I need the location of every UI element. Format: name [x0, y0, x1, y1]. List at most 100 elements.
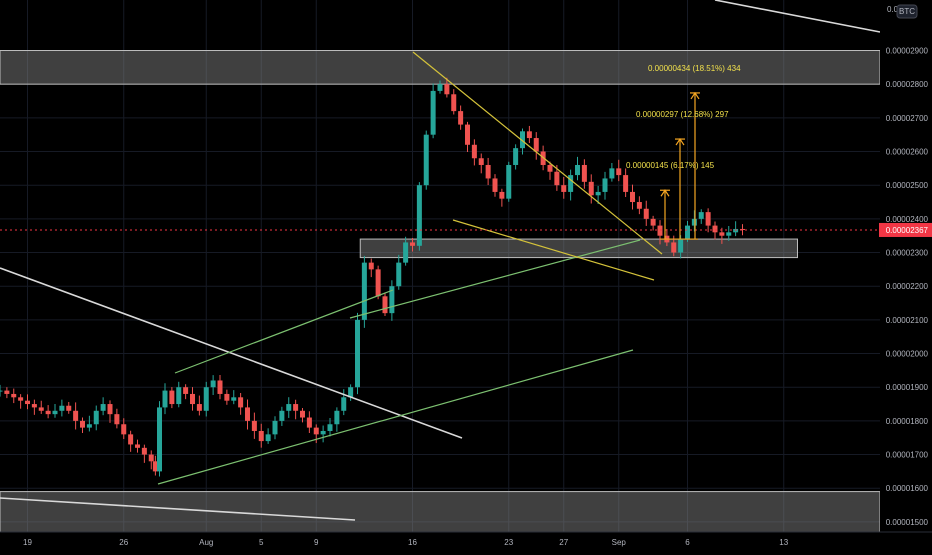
- candle-body: [25, 400, 30, 405]
- candle-body: [38, 407, 44, 411]
- y-tick-label: 0.00002200: [886, 282, 929, 291]
- candle-body: [348, 387, 354, 398]
- candle-body: [31, 404, 37, 408]
- candle-body: [630, 191, 635, 203]
- candle-body: [465, 124, 470, 145]
- candle-body: [492, 178, 498, 192]
- candle-body: [313, 427, 319, 435]
- y-tick-label: 0.00002900: [886, 47, 929, 56]
- candle-body: [705, 212, 711, 226]
- candle-body: [141, 447, 147, 455]
- channel-mid-line: [349, 239, 641, 319]
- candle-body: [4, 390, 10, 394]
- candle-body: [485, 164, 491, 179]
- candle-body: [66, 405, 72, 411]
- candle-body: [575, 164, 580, 176]
- candle-body: [190, 393, 195, 405]
- candle-body: [148, 454, 154, 462]
- channel-upper-line: [174, 289, 394, 374]
- target-label: 0.00000297 (12.68%) 297: [636, 110, 729, 119]
- y-tick-label: 0.00002800: [886, 80, 929, 89]
- candle-body: [86, 424, 92, 428]
- candle-body: [361, 262, 367, 320]
- x-tick-label: 23: [504, 538, 513, 547]
- candle-body: [478, 158, 484, 165]
- candle-body: [568, 175, 574, 192]
- candle-body: [643, 208, 649, 219]
- candle-body: [300, 410, 305, 418]
- candle-body: [430, 90, 436, 135]
- y-tick-label: 0.00002300: [886, 249, 929, 258]
- current-price-label: 0.00002367: [886, 226, 929, 235]
- candle-body: [382, 296, 388, 314]
- candle-body: [368, 262, 374, 270]
- candle-body: [602, 178, 608, 192]
- candle-body: [437, 84, 443, 91]
- candle-body: [691, 218, 697, 226]
- candle-body: [451, 94, 457, 112]
- candle-body: [650, 218, 656, 226]
- y-tick-label: 0.00002700: [886, 114, 929, 123]
- y-axis-panel: [880, 0, 932, 550]
- candle-body: [52, 410, 58, 415]
- channel-lower-line: [157, 349, 634, 485]
- candle-body: [533, 138, 539, 152]
- candle-body: [231, 397, 237, 401]
- candle-body: [499, 191, 505, 199]
- candle-body: [719, 232, 725, 236]
- candle-body: [152, 461, 158, 472]
- candle-body: [685, 225, 690, 240]
- candle-body: [334, 410, 340, 425]
- x-tick-label: Sep: [612, 538, 627, 547]
- candle-body: [107, 404, 113, 415]
- candle-body: [327, 424, 333, 431]
- candle-body: [355, 319, 360, 388]
- candle-body: [444, 84, 450, 95]
- candle-body: [210, 380, 216, 388]
- candle-body: [293, 404, 299, 411]
- x-tick-label: 9: [314, 538, 319, 547]
- candle-body: [581, 164, 587, 182]
- candle-body: [403, 242, 409, 263]
- x-tick-label: 27: [559, 538, 568, 547]
- candle-body: [306, 417, 312, 428]
- candle-body: [265, 434, 271, 442]
- breakout-retest-zone: [359, 238, 798, 259]
- candle-body: [157, 407, 162, 472]
- y-tick-label: 0.00002600: [886, 148, 929, 157]
- candle-body: [45, 410, 51, 415]
- candle-body: [128, 434, 134, 445]
- x-tick-label: 16: [408, 538, 417, 547]
- candle-body: [114, 414, 120, 425]
- candle-body: [341, 397, 347, 411]
- candle-body: [320, 430, 326, 435]
- candle-body: [636, 202, 642, 209]
- candle-body: [245, 407, 250, 421]
- x-tick-label: 19: [23, 538, 32, 547]
- candle-body: [162, 390, 168, 408]
- candle-body: [526, 131, 532, 139]
- upper-right-trendline: [714, 0, 881, 33]
- x-tick-label: 26: [119, 538, 128, 547]
- candle-body: [18, 397, 24, 401]
- candle-body: [11, 393, 17, 398]
- y-tick-label: 0.00001600: [886, 484, 929, 493]
- x-tick-label: 13: [779, 538, 788, 547]
- x-tick-label: 6: [685, 538, 690, 547]
- candle-body: [217, 380, 223, 394]
- candle-body: [561, 185, 567, 192]
- candle-body: [416, 185, 422, 246]
- candle-body: [423, 134, 429, 186]
- descending-trendline: [0, 267, 463, 439]
- candle-body: [272, 420, 278, 435]
- target-label: 0.00000145 (6.17%) 145: [626, 161, 715, 170]
- y-tick-label: 0.00002500: [886, 181, 929, 190]
- candle-body: [726, 232, 732, 236]
- y-tick-label: 0.00002000: [886, 350, 929, 359]
- candle-body: [520, 131, 525, 149]
- currency-badge: [896, 4, 918, 19]
- y-tick-label: 0.00001800: [886, 417, 929, 426]
- candle-body: [286, 404, 292, 411]
